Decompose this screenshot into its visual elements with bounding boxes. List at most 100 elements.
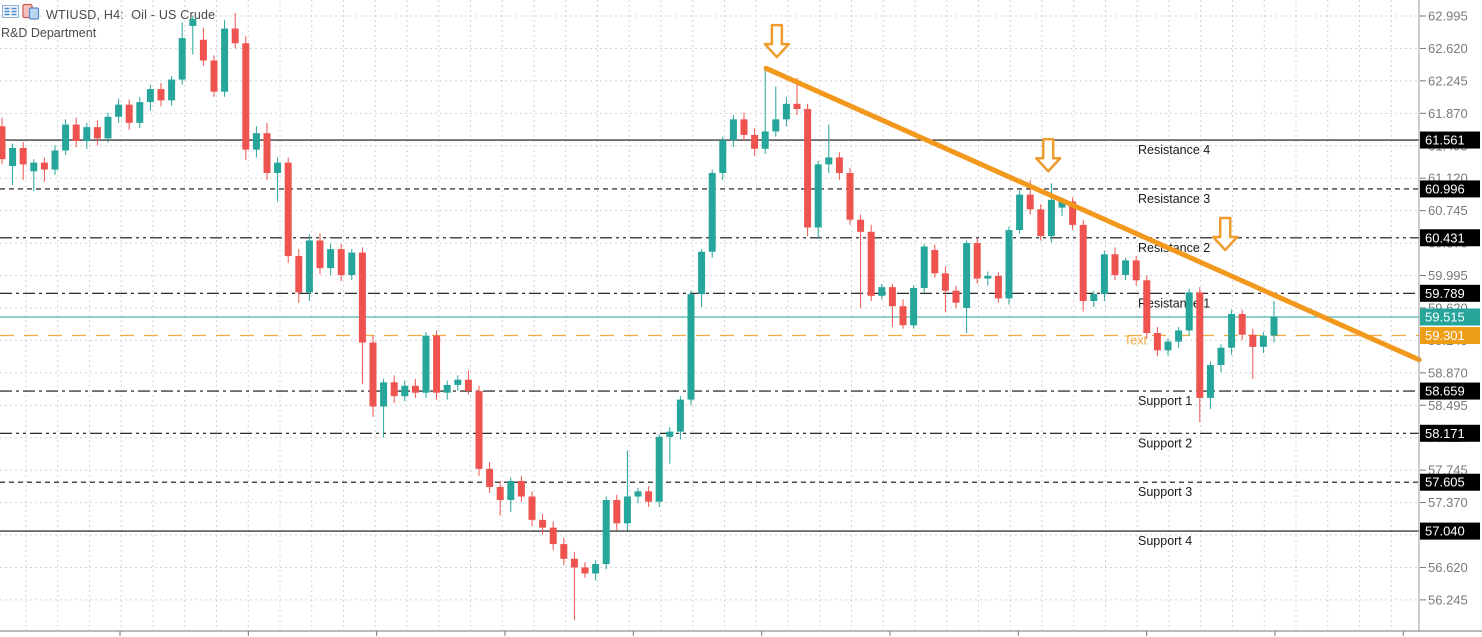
axis-tick-label: 62.995 [1428,9,1468,24]
candle [168,79,176,101]
candle [199,39,207,61]
candle [295,256,303,293]
candle [952,290,960,303]
candle [963,243,971,308]
candle [189,19,197,26]
candle [613,499,621,524]
candle [210,60,218,92]
candle [825,157,833,165]
price-badge: 59.515 [1420,308,1480,326]
candle [761,131,769,149]
candle [846,172,854,220]
candle [708,172,716,252]
candle [1058,201,1066,208]
price-badge: 59.789 [1420,284,1480,302]
candle [549,527,557,545]
candle [9,147,17,167]
candle [1217,347,1225,366]
candle [888,287,896,307]
candle [941,273,949,291]
level-label: Resistance 3 [1138,192,1210,206]
candle [411,385,419,393]
axis-tick-label: 60.745 [1428,203,1468,218]
candle [327,249,335,269]
candle [994,275,1002,299]
down-arrow-2[interactable] [1034,138,1062,173]
candle [814,164,822,228]
candle [719,140,727,173]
candle [115,104,123,117]
candle [1175,330,1183,342]
candle [1069,201,1077,225]
candle [252,133,260,150]
svg-text:60.996: 60.996 [1425,181,1465,196]
svg-text:57.040: 57.040 [1425,524,1465,539]
level-label: Support 4 [1138,534,1192,548]
candle [51,150,59,170]
candle [136,102,144,123]
candle [1037,209,1045,237]
candle [867,231,875,296]
candle [263,133,271,173]
candle [581,567,589,574]
candle [157,89,165,101]
candle [910,288,918,326]
price-badge: 61.561 [1420,131,1480,149]
svg-text:58.171: 58.171 [1425,426,1465,441]
candle [104,116,112,139]
candle [857,219,865,232]
candle [1079,224,1087,302]
axis-tick-label: 56.620 [1428,560,1468,575]
level-label: Support 3 [1138,485,1192,499]
candle [496,486,504,500]
candle [337,249,345,276]
candle [984,275,992,279]
down-arrow-3[interactable] [1211,216,1239,252]
candle [878,287,886,296]
candle [0,126,6,160]
candle [772,119,780,132]
candle [433,335,441,393]
charts-icon[interactable] [22,3,40,20]
candle [348,252,356,276]
candle [1228,313,1236,348]
candle [973,243,981,279]
trendline[interactable] [763,65,1422,363]
candle [782,103,790,120]
candle [30,162,38,172]
axis-tick-label: 58.495 [1428,398,1468,413]
market-watch-icon[interactable] [2,5,19,18]
candle [1132,260,1140,281]
candle [1153,333,1161,351]
svg-text:59.515: 59.515 [1425,310,1465,325]
candle [486,468,494,487]
axis-tick-label: 61.870 [1428,106,1468,121]
candle [899,306,907,326]
down-arrow-1[interactable] [763,23,791,59]
candle [369,342,377,407]
candle [507,480,515,500]
candle [1206,365,1214,398]
candle [1047,199,1055,237]
svg-text:59.789: 59.789 [1425,286,1465,301]
price-badge: 57.605 [1420,473,1480,491]
candle [19,147,27,165]
candle [284,162,292,257]
level-label: Support 2 [1138,436,1192,450]
candle [698,251,706,295]
candle [1026,194,1034,210]
price-badge: 58.171 [1420,424,1480,442]
chart-title: WTIUSD, H4: Oil - US Crude [46,8,216,22]
candle [517,480,525,497]
chart-subtitle: R&D Department [1,26,97,40]
candle [602,499,610,564]
candles [0,12,1278,621]
candle [62,124,70,151]
candle [560,544,568,559]
candle [1238,313,1246,335]
candle [242,43,250,150]
candle [146,89,154,103]
candle [740,119,748,135]
